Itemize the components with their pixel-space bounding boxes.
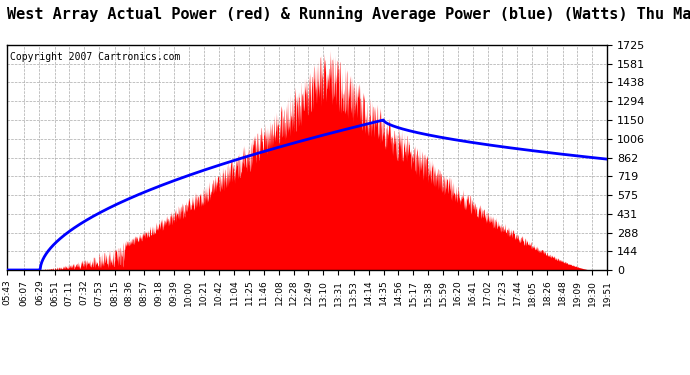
Text: West Array Actual Power (red) & Running Average Power (blue) (Watts) Thu May 3 1: West Array Actual Power (red) & Running … bbox=[7, 6, 690, 22]
Text: Copyright 2007 Cartronics.com: Copyright 2007 Cartronics.com bbox=[10, 52, 180, 62]
